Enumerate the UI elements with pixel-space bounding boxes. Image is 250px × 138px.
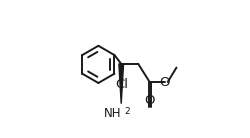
Text: 2: 2 [124, 107, 130, 116]
Polygon shape [119, 64, 124, 104]
Text: O: O [160, 76, 170, 89]
Text: Cl: Cl [116, 78, 128, 91]
Text: NH: NH [104, 107, 121, 120]
Text: O: O [145, 94, 155, 107]
